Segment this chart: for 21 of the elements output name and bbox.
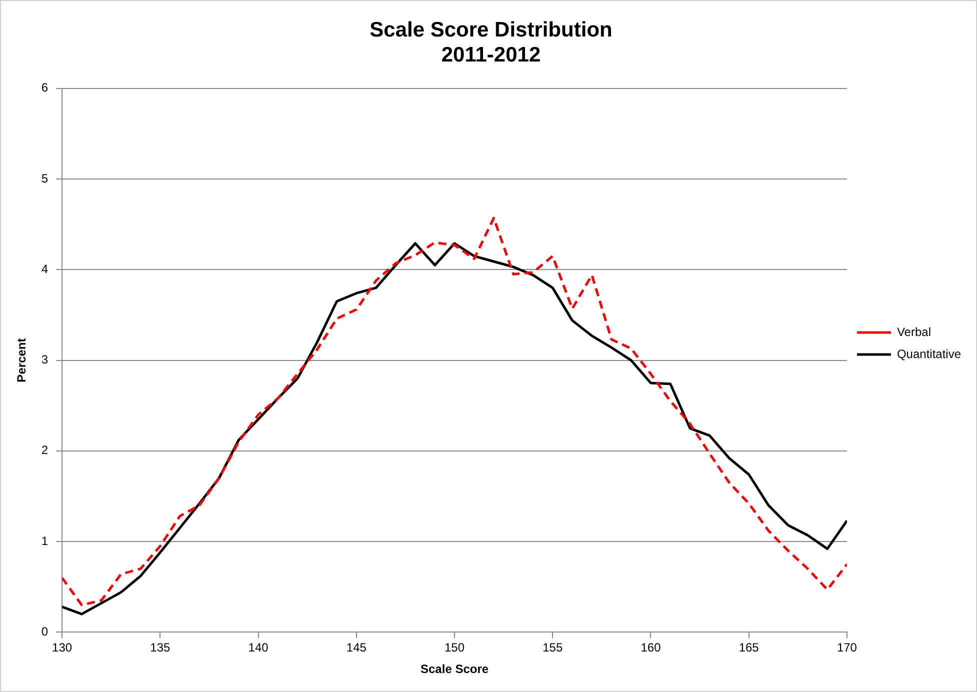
x-tick-label: 145 [346,640,367,655]
y-tick-label: 6 [41,80,48,95]
x-tick-label: 160 [640,640,662,655]
y-tick-label: 3 [41,352,48,367]
x-tick-label: 155 [542,640,563,655]
x-axis-title: Scale Score [420,662,489,676]
x-tick-label: 150 [444,640,465,655]
y-axis-title: Percent [14,338,29,382]
x-tick-label: 165 [738,640,760,655]
y-tick-label: 0 [41,624,48,639]
legend-label: Quantitative [896,346,962,361]
chart-title: Scale Score Distribution 2011-2012 [370,18,612,67]
y-tick-label: 2 [41,443,48,458]
x-tick-label: 130 [52,640,72,655]
y-tick-label: 5 [41,171,48,186]
y-tick-label: 4 [41,262,48,276]
y-tick-label: 1 [41,534,48,548]
x-tick-label: 140 [248,640,269,655]
x-tick-label: 170 [836,640,858,655]
legend-label: Verbal [896,324,931,339]
x-tick-label: 135 [150,640,171,655]
